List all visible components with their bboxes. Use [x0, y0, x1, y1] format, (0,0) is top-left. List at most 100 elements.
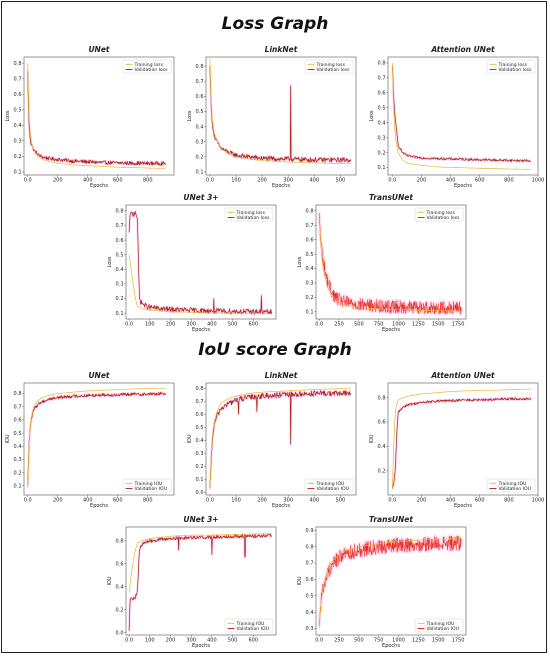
iou-unet3plus-series-training-iou [128, 533, 272, 593]
iou-linknet-ytick-label: 0.2 [196, 464, 204, 470]
loss-linknet-ytick-label: 0.5 [196, 109, 204, 115]
loss-linknet-xtick-label: 0.0 [206, 178, 214, 184]
iou-attention-unet-legend-label: Validation IOU [499, 486, 531, 492]
loss-unet3plus-xlabel: Epochs [192, 327, 210, 333]
loss-unet3plus-xtick-label: 600 [248, 322, 258, 328]
iou-transunet-xlabel: Epochs [382, 643, 400, 649]
loss-unet-xtick-label: 600 [113, 178, 123, 184]
iou-linknet-xtick-label: 0.0 [206, 498, 214, 504]
loss-section-title: Loss Graph [221, 14, 329, 34]
chart-iou-attention-unet: Attention UNet 0.0 200 400 600 800 1000 0.2 0.4 0… [369, 371, 544, 509]
iou-unet-legend-label: Validation IOU [135, 486, 167, 492]
loss-unet-plot-area [26, 63, 167, 169]
loss-unet-xlabel: Epochs [90, 183, 108, 189]
iou-linknet-ytick-label: 0.7 [196, 399, 204, 405]
iou-attention-unet-axes-frame [387, 382, 539, 496]
iou-unet-ytick-label: 0.1 [14, 483, 22, 489]
iou-attention-unet-ytick-label: 0.8 [378, 395, 386, 401]
loss-attention-unet-xtick-label: 1000 [532, 178, 545, 184]
loss-transunet-axes-frame [315, 204, 467, 320]
iou-unet-xlabel: Epochs [90, 503, 108, 509]
iou-transunet-ytick-label: 0.6 [306, 577, 314, 583]
loss-unet-ytick-label: 0.2 [14, 154, 22, 160]
iou-unet-xtick-label: 400 [83, 498, 93, 504]
loss-unet-ytick-label: 0.5 [14, 107, 22, 113]
iou-linknet-ytick-label: 0.0 [196, 490, 204, 496]
loss-attention-unet-ytick-label: 0.5 [378, 105, 386, 111]
iou-linknet-xtick-label: 400 [309, 498, 319, 504]
iou-linknet-legend-label: Validation IOU [317, 486, 349, 492]
loss-attention-unet-xtick-label: 400 [446, 178, 456, 184]
loss-transunet-xlabel: Epochs [382, 327, 400, 333]
chart-iou-unet: UNet 0.0 200 400 600 800 0.1 0.2 0.3 0.4 0.5 0.6 0.7… [5, 371, 175, 509]
loss-unet-ytick-label: 0.1 [14, 170, 22, 176]
iou-transunet-xtick-label: 1000 [392, 638, 405, 644]
loss-unet-xtick-label: 200 [53, 178, 63, 184]
iou-unet-xtick-label: 200 [53, 498, 63, 504]
loss-linknet-ytick-label: 0.2 [196, 155, 204, 161]
loss-attention-unet-xtick-label: 200 [417, 178, 427, 184]
iou-unet-series-training-iou [27, 387, 166, 489]
iou-attention-unet-xtick-label: 800 [504, 498, 514, 504]
loss-linknet-plot-area [208, 58, 352, 164]
iou-unet-xtick-label: 0.0 [24, 498, 32, 504]
chart-iou-linknet: LinkNet 0.0 100 200 300 400 500 0.0 0.1 0.2 0.3 0.4… [187, 371, 357, 509]
loss-unet-title: UNet [88, 45, 109, 54]
loss-unet3plus-xtick-label: 0.0 [125, 322, 133, 328]
loss-attention-unet-xtick-label: 800 [504, 178, 514, 184]
iou-attention-unet-xtick-label: 200 [417, 498, 427, 504]
iou-attention-unet-xlabel: Epochs [454, 503, 472, 509]
iou-attention-unet-legend-label: Training IOU [498, 481, 527, 487]
loss-unet3plus-xtick-label: 400 [207, 322, 217, 328]
loss-unet-axes-frame [23, 56, 175, 176]
loss-transunet-ylabel: Loss [297, 256, 303, 267]
loss-unet3plus-ylabel: Loss [107, 256, 113, 267]
iou-unet3plus-xtick-label: 300 [186, 638, 196, 644]
loss-transunet-series-training-loss [318, 217, 462, 312]
loss-unet3plus-ytick-label: 0.2 [116, 296, 124, 302]
loss-transunet-xtick-label: 1250 [412, 322, 425, 328]
iou-transunet-ytick-label: 0.5 [306, 593, 314, 599]
iou-linknet-ytick-label: 0.3 [196, 451, 204, 457]
iou-unet3plus-series-validation-iou [128, 533, 272, 631]
iou-attention-unet-ytick-label: 0.2 [378, 468, 386, 474]
loss-unet-ytick-label: 0.7 [14, 76, 22, 82]
iou-unet3plus-ytick-label: 0.0 [116, 630, 124, 636]
iou-transunet-xtick-label: 0.0 [315, 638, 323, 644]
iou-unet3plus-xtick-label: 100 [145, 638, 155, 644]
loss-unet3plus-xtick-label: 500 [228, 322, 238, 328]
loss-unet-xtick-label: 400 [83, 178, 93, 184]
iou-linknet-title: LinkNet [265, 371, 298, 380]
loss-attention-unet-series-validation-loss [392, 65, 531, 163]
loss-linknet-xlabel: Epochs [272, 183, 290, 189]
loss-unet3plus-legend-label: Training loss [236, 210, 266, 216]
loss-unet-series-training-loss [27, 63, 166, 169]
loss-attention-unet-legend-label: Training loss [498, 62, 528, 68]
loss-linknet-xtick-label: 300 [283, 178, 293, 184]
loss-unet3plus-ytick-label: 0.5 [116, 252, 124, 258]
iou-linknet-xtick-label: 200 [257, 498, 267, 504]
loss-transunet-legend-label: Validation loss [427, 215, 461, 221]
chart-loss-linknet: LinkNet 0.0 100 200 300 400 500 0.1 0.2 0.3 0.4 0.5… [187, 45, 357, 189]
chart-loss-transunet: TransUNet 0.0 250 500 750 1000 1250 1500 1750 0.1… [297, 193, 467, 333]
iou-transunet-ytick-label: 0.3 [306, 626, 314, 632]
loss-linknet-ytick-label: 0.7 [196, 79, 204, 85]
iou-unet3plus-ytick-label: 0.6 [116, 561, 124, 567]
iou-unet3plus-title: UNet 3+ [183, 515, 218, 524]
iou-unet-axes-frame [23, 382, 175, 496]
iou-linknet-xlabel: Epochs [272, 503, 290, 509]
loss-attention-unet-title: Attention UNet [430, 45, 495, 54]
loss-linknet-xtick-label: 400 [309, 178, 319, 184]
loss-attention-unet-xlabel: Epochs [454, 183, 472, 189]
iou-linknet-axes-frame [205, 382, 357, 496]
iou-transunet-legend-label: Training IOU [426, 621, 455, 627]
loss-transunet-xtick-label: 750 [374, 322, 384, 328]
iou-linknet-xtick-label: 500 [336, 498, 346, 504]
loss-transunet-series-validation-loss [318, 212, 462, 315]
iou-unet-ytick-label: 0.2 [14, 470, 22, 476]
loss-unet3plus-axes-frame [125, 204, 277, 320]
loss-attention-unet-xtick-label: 0.0 [388, 178, 396, 184]
